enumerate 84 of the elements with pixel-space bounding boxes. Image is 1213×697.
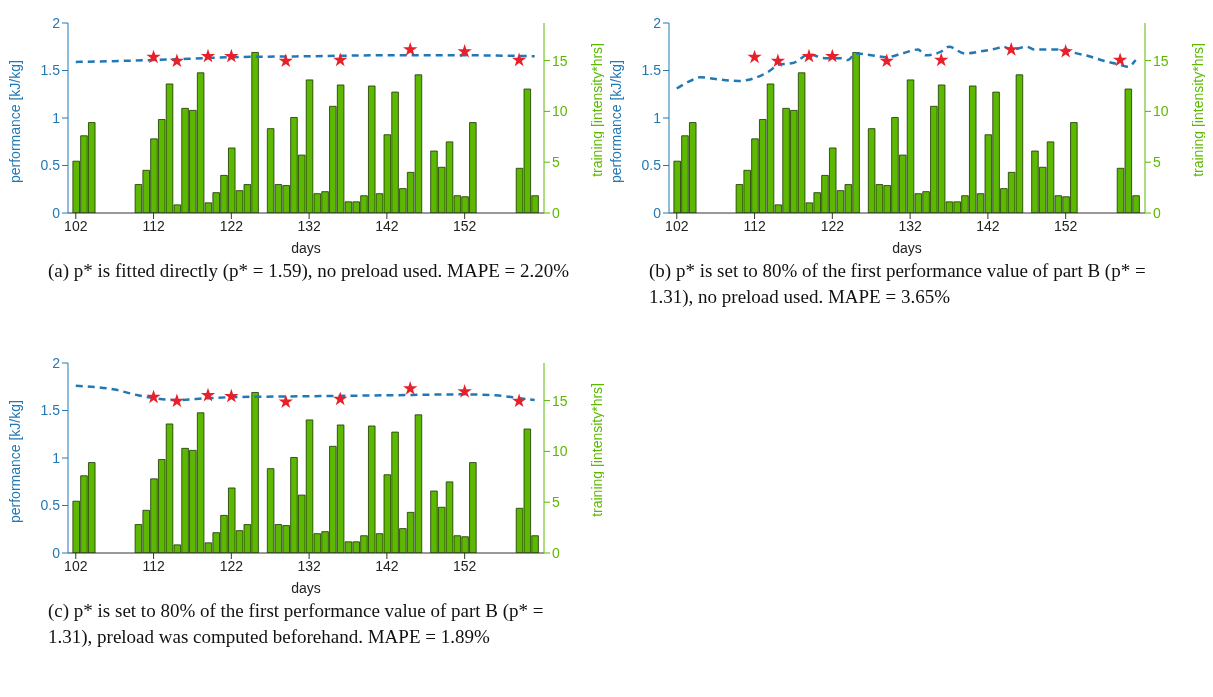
y-tick-label: 1 (52, 449, 61, 466)
point (224, 48, 239, 63)
x-tick-label: 142 (375, 557, 399, 574)
text: (a) p* is fitted directly (p* = 1.59), no preload used. MAPE = 2.20% (48, 259, 571, 283)
x-tick-label: 102 (64, 217, 88, 234)
y-tick-label: 0 (653, 204, 662, 221)
point (169, 393, 185, 408)
x-tick-label: 152 (1053, 217, 1078, 234)
y-tick-label: 1.5 (40, 402, 61, 419)
y-tick-label: 0.5 (40, 497, 61, 514)
point (801, 48, 817, 63)
y-tick-label: 1.5 (641, 62, 662, 79)
point (200, 48, 216, 63)
x-tick-label: 112 (743, 217, 766, 234)
y-tick-label: 0.5 (40, 157, 61, 174)
point (457, 43, 472, 58)
y-tick-label: 2 (52, 354, 61, 371)
point (770, 53, 786, 68)
y2-tick-label: 15 (552, 392, 568, 409)
x-tick-label: 102 (64, 557, 88, 574)
point (1058, 43, 1073, 58)
x-tick-label: 122 (219, 217, 244, 234)
y2-tick-label: 0 (552, 544, 560, 561)
y2-axis-title: training [intensity*hrs] (588, 383, 605, 517)
y2-tick-label: 15 (552, 52, 568, 69)
y-tick-label: 1 (52, 109, 61, 126)
y2-tick-label: 10 (552, 443, 568, 460)
y2-axis-title: training [intensity*hrs] (1189, 43, 1206, 177)
point (200, 387, 216, 402)
y2-tick-label: 5 (552, 154, 560, 171)
point (511, 52, 527, 67)
y-tick-label: 2 (653, 14, 662, 31)
x-axis-title: days (291, 240, 321, 256)
x-tick-label: 132 (297, 217, 321, 234)
x-axis-title: days (291, 580, 321, 596)
y2-tick-label: 0 (1153, 204, 1161, 221)
point (278, 394, 293, 409)
point (403, 381, 418, 395)
y-tick-label: 1.5 (40, 62, 61, 79)
y2-tick-label: 15 (1153, 52, 1169, 69)
x-tick-label: 102 (665, 217, 689, 234)
y-tick-label: 0 (52, 544, 61, 561)
x-tick-label: 122 (219, 557, 244, 574)
point (333, 52, 348, 67)
x-tick-label: 142 (375, 217, 399, 234)
y2-tick-label: 10 (1153, 103, 1169, 120)
x-axis-title: days (892, 240, 922, 256)
point (457, 383, 472, 398)
point (278, 53, 293, 68)
x-tick-label: 112 (142, 557, 165, 574)
y-tick-label: 0 (52, 204, 61, 221)
point (1112, 52, 1128, 67)
y2-tick-label: 5 (552, 494, 560, 511)
y-axis-title: performance [kJ/kg] (6, 60, 23, 183)
y2-tick-label: 5 (1153, 154, 1161, 171)
text: (b) p* is set to 80% of the first performance value of part B (p* = 1.31), no preload used. MAPE = 3.65% (649, 259, 1147, 309)
point (169, 53, 185, 68)
y-tick-label: 2 (52, 14, 61, 31)
x-tick-label: 152 (452, 557, 477, 574)
point (825, 48, 840, 63)
y-axis-title: performance [kJ/kg] (6, 400, 23, 523)
point (879, 53, 894, 68)
point (333, 391, 348, 406)
point (1004, 42, 1019, 56)
x-tick-label: 122 (820, 217, 845, 234)
point (747, 49, 762, 64)
text: (c) p* is set to 80% of the first performance value of part B (p* = 1.31), preload was computed beforehand. MAPE = 1.89% (48, 599, 545, 649)
y2-axis-title: training [intensity*hrs] (588, 43, 605, 177)
y-tick-label: 1 (653, 109, 662, 126)
x-tick-label: 112 (142, 217, 165, 234)
point (511, 393, 527, 408)
x-tick-label: 142 (976, 217, 1000, 234)
point (934, 52, 949, 67)
x-tick-label: 152 (452, 217, 477, 234)
x-tick-label: 132 (898, 217, 922, 234)
point (403, 42, 418, 56)
point (224, 388, 239, 403)
point (146, 49, 161, 64)
y2-tick-label: 10 (552, 103, 568, 120)
y2-tick-label: 0 (552, 204, 560, 221)
x-tick-label: 132 (297, 557, 321, 574)
y-axis-title: performance [kJ/kg] (607, 60, 624, 183)
point (146, 389, 161, 404)
y-tick-label: 0.5 (641, 157, 662, 174)
